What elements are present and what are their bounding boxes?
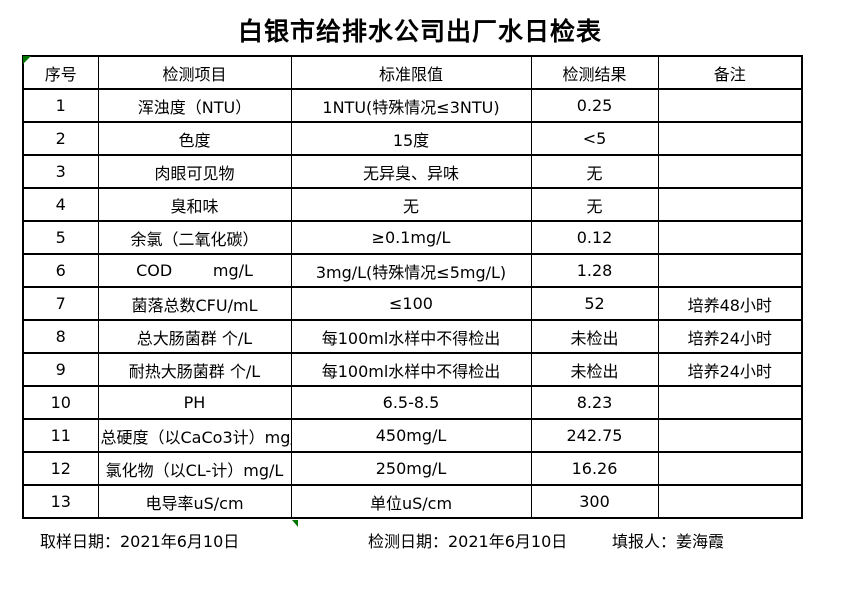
footer: 取样日期：2021年6月10日 检测日期：2021年6月10日 填报人：姜海霞 [0,528,864,551]
limit-cell: ≥0.1mg/L [290,220,532,255]
test-date-label: 检测日期：2021年6月10日 [368,532,568,551]
cell-corner-marker-bottom-icon [292,520,298,527]
limit-cell: 无异臭、异味 [290,154,532,189]
row-number-cell: 12 [22,451,99,486]
result-cell: 16.26 [530,451,659,486]
limit-cell: 450mg/L [290,418,532,453]
row-number-cell: 10 [22,385,99,420]
column-header-result: 检测结果 [530,55,659,90]
item-cell: 臭和味 [97,187,292,222]
result-cell: 未检出 [530,319,659,354]
limit-cell: 1NTU(特殊情况≤3NTU) [290,88,532,123]
note-cell [657,154,803,189]
row-number-cell: 9 [22,352,99,387]
item-cell: 菌落总数CFU/mL [97,286,292,321]
note-cell [657,253,803,288]
result-cell: 52 [530,286,659,321]
note-cell [657,451,803,486]
result-cell: 242.75 [530,418,659,453]
result-cell: 无 [530,154,659,189]
row-number-cell: 2 [22,121,99,156]
limit-cell: 单位uS/cm [290,484,532,519]
limit-cell: 15度 [290,121,532,156]
table-row: 3 肉眼可见物 无异臭、异味无 [22,154,803,189]
note-cell [657,88,803,123]
result-cell: 1.28 [530,253,659,288]
inspection-table: 序号 检测项目 标准限值 检测结果 备注 1 浑浊度（NTU） 1NTU(特殊情况≤… [22,55,803,519]
item-cell: 氯化物（以CL-计）mg/L [97,451,292,486]
limit-cell: 3mg/L(特殊情况≤5mg/L) [290,253,532,288]
item-cell: 总硬度（以CaCo3计）mg/L [97,418,292,453]
limit-cell: 每100ml水样中不得检出 [290,319,532,354]
column-header-limit: 标准限值 [290,55,532,90]
page-title: 白银市给排水公司出厂水日检表 [237,17,602,46]
note-cell [657,484,803,519]
item-cell: 电导率uS/cm [97,484,292,519]
item-cell: 色度 [97,121,292,156]
row-number-cell: 7 [22,286,99,321]
table-row: 4 臭和味无无 [22,187,803,222]
item-cell: 总大肠菌群 个/L [97,319,292,354]
reporter-label: 填报人：姜海霞 [612,532,725,551]
column-header-note: 备注 [657,55,803,90]
table-header-row: 序号 检测项目 标准限值 检测结果 备注 [22,55,803,90]
row-number-cell: 1 [22,88,99,123]
note-cell [657,187,803,222]
column-header-item: 检测项目 [97,55,292,90]
table-row: 9 耐热大肠菌群 个/L 每100ml水样中不得检出 未检出 培养24小时 [22,352,803,387]
table-row: 11 总硬度（以CaCo3计）mg/L 450mg/L 242.75 [22,418,803,453]
row-number-cell: 4 [22,187,99,222]
item-cell: COD mg/L [97,253,292,288]
item-cell: PH [97,385,292,420]
cell-corner-marker-icon [23,56,31,64]
table-row: 1 浑浊度（NTU） 1NTU(特殊情况≤3NTU) 0.25 [22,88,803,123]
result-cell: 8.23 [530,385,659,420]
result-cell: 无 [530,187,659,222]
table-row: 7 菌落总数CFU/mL ≤100 52 培养48小时 [22,286,803,321]
note-cell: 培养24小时 [657,352,803,387]
note-cell [657,121,803,156]
row-number-cell: 11 [22,418,99,453]
limit-cell: 每100ml水样中不得检出 [290,352,532,387]
row-number-cell: 8 [22,319,99,354]
table-row: 2 色度 15度 <5 [22,121,803,156]
note-cell [657,418,803,453]
note-cell [657,385,803,420]
column-header-no: 序号 [22,55,99,90]
row-number-cell: 6 [22,253,99,288]
item-cell: 浑浊度（NTU） [97,88,292,123]
table-row: 8 总大肠菌群 个/L 每100ml水样中不得检出 未检出 培养24小时 [22,319,803,354]
result-cell: 0.25 [530,88,659,123]
limit-cell: 无 [290,187,532,222]
table-row: 5 余氯（二氧化碳） ≥0.1mg/L 0.12 [22,220,803,255]
table-row: 13 电导率uS/cm 单位uS/cm 300 [22,484,803,519]
item-cell: 肉眼可见物 [97,154,292,189]
limit-cell: 250mg/L [290,451,532,486]
note-cell [657,220,803,255]
table-body: 1 浑浊度（NTU） 1NTU(特殊情况≤3NTU) 0.25 2 色度 15度 <5 3 肉眼可… [22,88,803,519]
note-cell: 培养24小时 [657,319,803,354]
table-row: 6 COD mg/L 3mg/L(特殊情况≤5mg/L) 1.28 [22,253,803,288]
sampling-date-label: 取样日期：2021年6月10日 [40,532,240,551]
result-cell: 未检出 [530,352,659,387]
row-number-cell: 3 [22,154,99,189]
note-cell: 培养48小时 [657,286,803,321]
limit-cell: ≤100 [290,286,532,321]
row-number-cell: 5 [22,220,99,255]
table-row: 12 氯化物（以CL-计）mg/L 250mg/L 16.26 [22,451,803,486]
result-cell: <5 [530,121,659,156]
row-number-cell: 13 [22,484,99,519]
table-row: 10 PH 6.5-8.5 8.23 [22,385,803,420]
limit-cell: 6.5-8.5 [290,385,532,420]
result-cell: 0.12 [530,220,659,255]
item-cell: 余氯（二氧化碳） [97,220,292,255]
result-cell: 300 [530,484,659,519]
item-cell: 耐热大肠菌群 个/L [97,352,292,387]
